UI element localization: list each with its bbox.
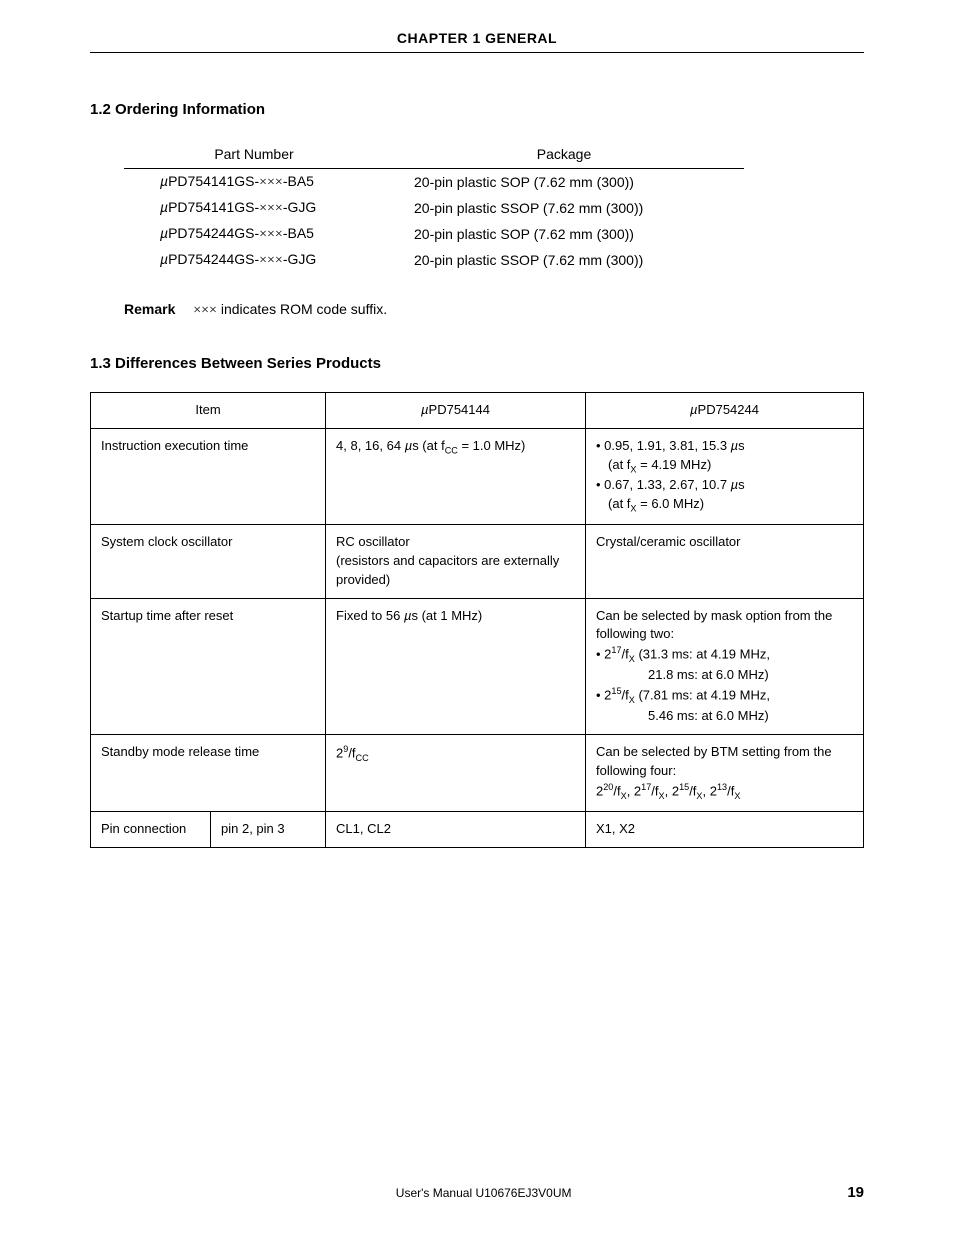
ordering-row: µPD754244GS-×××-GJG 20-pin plastic SSOP … xyxy=(124,247,744,273)
mu-glyph: µ xyxy=(160,251,168,267)
ordering-col-part: Part Number xyxy=(124,146,384,169)
part-number: µPD754141GS-×××-BA5 xyxy=(124,169,384,196)
diff-header-754244: µPD754244 xyxy=(586,393,864,429)
mu-glyph: µ xyxy=(160,199,168,215)
package: 20-pin plastic SOP (7.62 mm (300)) xyxy=(384,169,744,196)
footer: User's Manual U10676EJ3V0UM 19 xyxy=(90,1184,864,1201)
diff-c2: Can be selected by mask option from the … xyxy=(586,598,864,735)
xxx-glyph: ××× xyxy=(259,175,283,190)
xxx-glyph: ××× xyxy=(259,201,283,216)
diff-row: Instruction execution time 4, 8, 16, 64 … xyxy=(91,428,864,524)
package: 20-pin plastic SSOP (7.62 mm (300)) xyxy=(384,195,744,221)
remark: Remark ××× indicates ROM code suffix. xyxy=(124,301,864,319)
footer-manual: User's Manual U10676EJ3V0UM xyxy=(120,1186,847,1200)
remark-text: indicates ROM code suffix. xyxy=(217,301,387,317)
diff-c1: RC oscillator (resistors and capacitors … xyxy=(326,525,586,599)
package: 20-pin plastic SOP (7.62 mm (300)) xyxy=(384,221,744,247)
mu-glyph: µ xyxy=(160,173,168,189)
ordering-row: µPD754141GS-×××-BA5 20-pin plastic SOP (… xyxy=(124,169,744,196)
diff-row: Pin connection pin 2, pin 3 CL1, CL2 X1,… xyxy=(91,811,864,847)
differences-table: Item µPD754144 µPD754244 Instruction exe… xyxy=(90,392,864,848)
ordering-table: Part Number Package µPD754141GS-×××-BA5 … xyxy=(124,146,744,273)
xxx-glyph: ××× xyxy=(193,303,217,318)
diff-item: Standby mode release time xyxy=(91,735,326,812)
diff-c1: 29/fCC xyxy=(326,735,586,812)
page-number: 19 xyxy=(847,1184,864,1201)
diff-row: Standby mode release time 29/fCC Can be … xyxy=(91,735,864,812)
diff-header-item: Item xyxy=(91,393,326,429)
diff-c1: Fixed to 56 µs (at 1 MHz) xyxy=(326,598,586,735)
ordering-col-package: Package xyxy=(384,146,744,169)
mu-glyph: µ xyxy=(160,225,168,241)
diff-item: Instruction execution time xyxy=(91,428,326,524)
ordering-row: µPD754244GS-×××-BA5 20-pin plastic SOP (… xyxy=(124,221,744,247)
diff-c2: • 0.95, 1.91, 3.81, 15.3 µs (at fX = 4.1… xyxy=(586,428,864,524)
diff-item: System clock oscillator xyxy=(91,525,326,599)
chapter-header: CHAPTER 1 GENERAL xyxy=(90,30,864,53)
diff-c2: X1, X2 xyxy=(586,811,864,847)
package: 20-pin plastic SSOP (7.62 mm (300)) xyxy=(384,247,744,273)
diff-row: Startup time after reset Fixed to 56 µs … xyxy=(91,598,864,735)
xxx-glyph: ××× xyxy=(259,227,283,242)
xxx-glyph: ××× xyxy=(259,253,283,268)
section-1-2-heading: 1.2 Ordering Information xyxy=(90,101,864,118)
part-number: µPD754244GS-×××-BA5 xyxy=(124,221,384,247)
diff-c2: Can be selected by BTM setting from the … xyxy=(586,735,864,812)
remark-label: Remark xyxy=(124,301,175,317)
diff-header-754144: µPD754144 xyxy=(326,393,586,429)
diff-item-2: pin 2, pin 3 xyxy=(211,811,326,847)
diff-c1: 4, 8, 16, 64 µs (at fCC = 1.0 MHz) xyxy=(326,428,586,524)
diff-c2: Crystal/ceramic oscillator xyxy=(586,525,864,599)
diff-item: Startup time after reset xyxy=(91,598,326,735)
diff-row: System clock oscillator RC oscillator (r… xyxy=(91,525,864,599)
diff-c1: CL1, CL2 xyxy=(326,811,586,847)
part-number: µPD754141GS-×××-GJG xyxy=(124,195,384,221)
section-1-3-heading: 1.3 Differences Between Series Products xyxy=(90,355,864,372)
ordering-row: µPD754141GS-×××-GJG 20-pin plastic SSOP … xyxy=(124,195,744,221)
page: CHAPTER 1 GENERAL 1.2 Ordering Informati… xyxy=(0,0,954,1235)
part-number: µPD754244GS-×××-GJG xyxy=(124,247,384,273)
diff-item-1: Pin connection xyxy=(91,811,211,847)
